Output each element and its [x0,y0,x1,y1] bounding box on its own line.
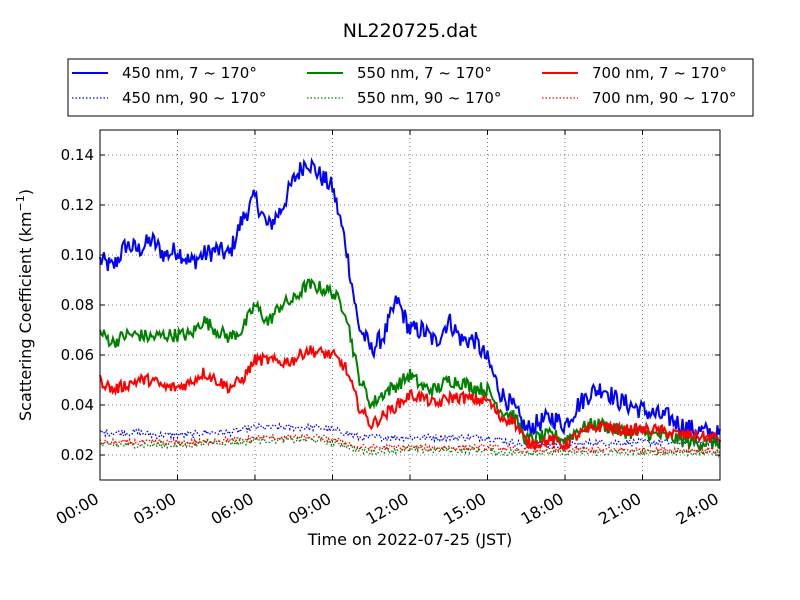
x-tick-label: 12:00 [363,489,412,529]
series-line-700-nm-90-170 [99,432,721,456]
y-tick-label: 0.08 [61,296,94,314]
x-tick-label: 21:00 [595,489,644,529]
grid [100,130,720,480]
legend-label-550-nm-90-170: 550 nm, 90 ~ 170° [357,89,501,107]
x-tick-label: 15:00 [440,489,489,529]
y-axis-label: Scattering Coefficient (km−1) [14,189,35,421]
y-tick-label: 0.14 [61,146,94,164]
legend-label-700-nm-7-170: 700 nm, 7 ~ 170° [592,64,727,82]
x-tick-label: 24:00 [673,489,722,529]
x-tick-label: 03:00 [130,489,179,529]
x-tick-label: 06:00 [208,489,257,529]
x-axis-label: Time on 2022-07-25 (JST) [307,530,512,549]
y-axis-label-close: ) [16,189,35,195]
legend-label-450-nm-90-170: 450 nm, 90 ~ 170° [122,89,266,107]
series-line-550-nm-7-170 [99,277,721,453]
legend: 450 nm, 7 ~ 170° 450 nm, 90 ~ 170° 550 nm,… [67,58,754,117]
y-axis-label-exponent: −1 [14,195,27,211]
y-tick-label: 0.06 [61,346,94,364]
series-line-700-nm-7-170 [99,345,721,451]
legend-label-700-nm-90-170: 700 nm, 90 ~ 170° [592,89,736,107]
y-tick-label: 0.02 [61,446,94,464]
y-tick-label: 0.10 [61,246,94,264]
y-axis-label-main: Scattering Coefficient (km [16,211,35,421]
legend-frame [67,58,754,117]
series-lines [99,157,721,459]
y-tick-label: 0.04 [61,396,94,414]
x-tick-label: 09:00 [285,489,334,529]
legend-label-550-nm-7-170: 550 nm, 7 ~ 170° [357,64,492,82]
chart-title: NL220725.dat [343,20,478,42]
y-tick-label: 0.12 [61,196,94,214]
legend-label-450-nm-7-170: 450 nm, 7 ~ 170° [122,64,257,82]
x-tick-label: 00:00 [53,489,102,529]
series-line-450-nm-90-170 [99,422,721,451]
series-line-450-nm-7-170 [99,157,721,444]
x-tick-label: 18:00 [518,489,567,529]
